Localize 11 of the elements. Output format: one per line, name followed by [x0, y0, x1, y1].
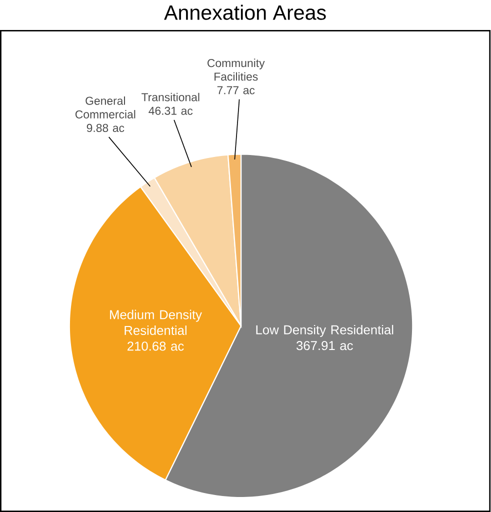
- data-label: 210.68 ac: [128, 342, 184, 351]
- chart-title: Annexation Areas: [164, 4, 326, 20]
- data-label: 367.91 ac: [296, 341, 354, 350]
- data-label: 9.88 ac: [87, 124, 124, 132]
- data-label: 7.77 ac: [218, 86, 255, 94]
- slice-label: Transitional: [142, 92, 200, 102]
- slice-label: General Commercial: [76, 96, 136, 118]
- slice-label: Low Density Residential: [256, 324, 394, 337]
- slice-label: Community Facilities: [208, 58, 265, 81]
- data-label: 46.31 ac: [148, 106, 193, 115]
- slice-label: Medium Density Residential: [110, 310, 202, 335]
